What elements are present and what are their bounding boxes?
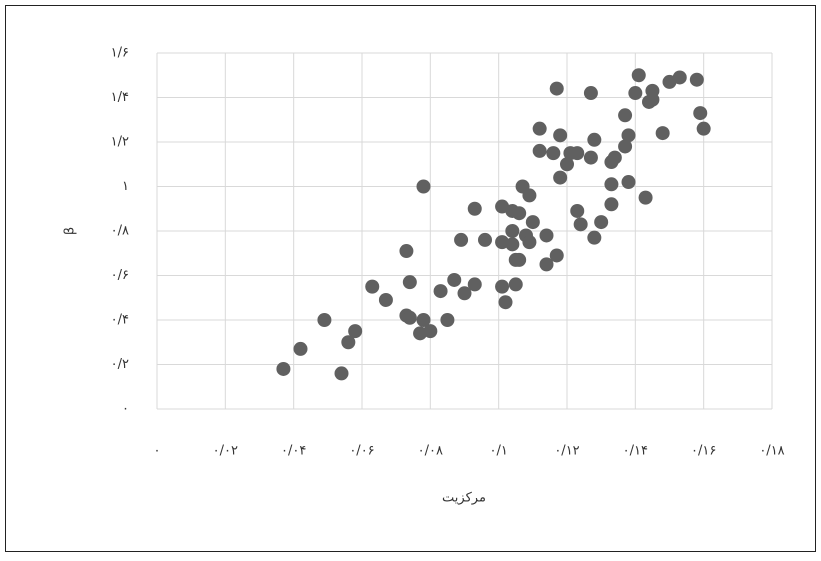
x-tick-label: ۰/۱ <box>489 444 507 459</box>
y-tick-label: ۰/۶ <box>111 268 129 283</box>
point <box>587 132 602 147</box>
point <box>522 188 537 203</box>
point <box>495 279 510 294</box>
x-tick-label: ۰/۰۴ <box>281 444 306 459</box>
x-tick-label: ۰/۱۴ <box>623 444 648 459</box>
point <box>399 244 414 259</box>
point <box>645 83 660 98</box>
x-tick-label: ۰ <box>154 444 161 459</box>
point <box>378 292 393 307</box>
y-tick-label: ۱ <box>122 179 129 194</box>
point <box>293 341 308 356</box>
point <box>416 179 431 194</box>
point <box>655 126 670 141</box>
point <box>522 235 537 250</box>
y-tick-label: ۰/۲ <box>111 357 129 372</box>
y-axis-title: β <box>63 227 78 235</box>
point <box>594 215 609 230</box>
point <box>607 150 622 165</box>
point <box>618 108 633 123</box>
y-tick-label: ۱/۲ <box>111 135 129 150</box>
point <box>628 86 643 101</box>
point <box>672 70 687 85</box>
point <box>573 217 588 232</box>
point <box>508 277 523 292</box>
point <box>433 284 448 299</box>
point <box>467 201 482 216</box>
y-tick-label: ۰/۴ <box>111 313 129 328</box>
point <box>525 215 540 230</box>
point <box>618 139 633 154</box>
point <box>570 203 585 218</box>
x-tick-label: ۰/۱۸ <box>759 444 784 459</box>
point <box>447 272 462 287</box>
x-axis-title: مرکزیت <box>442 491 486 506</box>
point <box>553 170 568 185</box>
point <box>693 106 708 121</box>
point <box>416 313 431 327</box>
point <box>505 224 520 238</box>
point <box>583 150 598 165</box>
point <box>317 313 332 327</box>
point <box>587 230 602 245</box>
point <box>512 206 527 221</box>
x-tick-label: ۰/۰۶ <box>349 444 374 459</box>
point <box>553 128 568 143</box>
point <box>402 310 417 325</box>
point <box>467 277 482 292</box>
point <box>440 313 455 327</box>
point <box>348 324 363 339</box>
y-tick-label: ۰ <box>122 402 129 417</box>
point <box>570 146 585 161</box>
y-tick-label: ۱/۴ <box>111 90 129 105</box>
point <box>560 157 574 172</box>
y-tick-label: ۰/۸ <box>111 224 129 239</box>
point <box>638 190 653 205</box>
point <box>341 335 356 350</box>
point <box>689 72 704 87</box>
point <box>498 295 513 310</box>
point <box>532 143 547 158</box>
point <box>546 146 561 161</box>
x-tick-label: ۰/۰۸ <box>418 444 443 459</box>
point <box>549 248 564 263</box>
y-tick-label: ۱/۶ <box>111 46 129 61</box>
point <box>539 228 554 243</box>
point <box>549 81 564 96</box>
point <box>505 237 520 252</box>
point <box>365 279 380 294</box>
point <box>604 197 619 212</box>
point <box>696 121 711 136</box>
point <box>276 361 291 376</box>
point <box>454 232 469 247</box>
point <box>334 366 349 381</box>
point <box>512 252 527 267</box>
x-tick-label: ۰/۱۶ <box>691 444 716 459</box>
point <box>402 275 417 290</box>
point <box>478 232 492 247</box>
point <box>457 286 472 301</box>
point <box>621 175 636 190</box>
point <box>631 68 646 83</box>
point <box>583 86 598 101</box>
point <box>621 128 636 143</box>
point <box>604 177 619 192</box>
x-tick-label: ۰/۰۲ <box>213 444 238 459</box>
point <box>423 324 438 339</box>
x-tick-label: ۰/۱۲ <box>554 444 579 459</box>
point <box>532 121 547 136</box>
point <box>539 257 554 272</box>
